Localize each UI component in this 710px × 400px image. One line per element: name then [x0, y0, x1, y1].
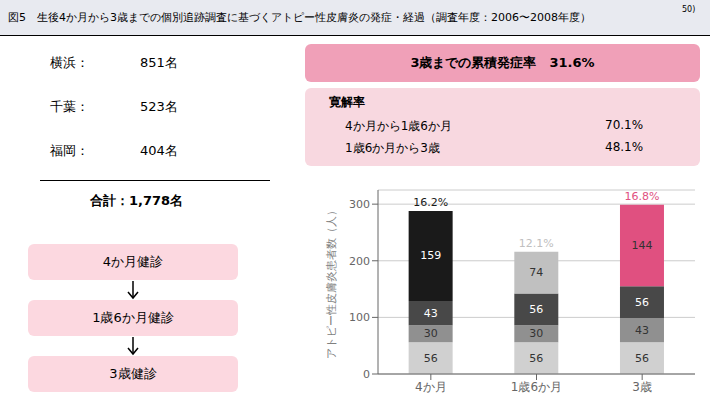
- svg-text:12.1%: 12.1%: [519, 237, 554, 250]
- svg-text:0: 0: [363, 368, 370, 381]
- html-text:1歳6か月健診: 1歳6か月健診: [92, 310, 174, 325]
- svg-text:30: 30: [529, 327, 543, 340]
- svg-text:56: 56: [635, 352, 649, 365]
- svg-text:4か月: 4か月: [415, 380, 447, 394]
- html-text:404名: 404名: [140, 143, 178, 158]
- svg-text:1歳6か月: 1歳6か月: [511, 380, 562, 394]
- html-text:70.1%: 70.1%: [605, 118, 644, 132]
- html-text:4か月から1歳6か月: 4か月から1歳6か月: [345, 119, 452, 133]
- svg-text:100: 100: [349, 311, 370, 324]
- svg-text:30: 30: [424, 327, 438, 340]
- svg-text:74: 74: [529, 266, 543, 279]
- html-text:千葉：: 千葉：: [50, 99, 89, 114]
- svg-text:3歳: 3歳: [632, 380, 652, 394]
- svg-text:56: 56: [424, 352, 438, 365]
- svg-text:16.2%: 16.2%: [413, 196, 448, 209]
- svg-text:43: 43: [424, 307, 438, 320]
- html-text:48.1%: 48.1%: [605, 140, 644, 154]
- html-text:寛解率: 寛解率: [329, 95, 365, 109]
- html-text:851名: 851名: [140, 55, 178, 70]
- svg-text:56: 56: [529, 303, 543, 316]
- svg-text:16.8%: 16.8%: [625, 190, 660, 203]
- svg-text:144: 144: [631, 239, 652, 252]
- html-text:523名: 523名: [140, 99, 178, 114]
- html-text:合計：1,778名: 合計：1,778名: [90, 193, 184, 208]
- svg-text:159: 159: [420, 249, 441, 262]
- svg-text:300: 300: [349, 198, 370, 211]
- html-text:4か月健診: 4か月健診: [102, 254, 164, 269]
- svg-text:200: 200: [349, 255, 370, 268]
- svg-text:56: 56: [635, 296, 649, 309]
- html-text:1歳6か月から3歳: 1歳6か月から3歳: [345, 141, 440, 155]
- html-text:3歳までの累積発症率 31.6%: 3歳までの累積発症率 31.6%: [410, 55, 595, 70]
- html-text:横浜：: 横浜：: [50, 55, 89, 70]
- html-text:図5 生後4か月から3歳までの個別追跡調査に基づくアトピー性: 図5 生後4か月から3歳までの個別追跡調査に基づくアトピー性皮膚炎の発症・経過（…: [8, 11, 591, 24]
- svg-text:56: 56: [529, 352, 543, 365]
- svg-text:アトピー性皮膚炎患者数（人）: アトピー性皮膚炎患者数（人）: [325, 205, 338, 359]
- html-text:3歳健診: 3歳健診: [109, 366, 157, 381]
- html-text:福岡：: 福岡：: [50, 143, 89, 158]
- svg-text:43: 43: [635, 324, 649, 337]
- html-text:50): 50): [682, 5, 696, 14]
